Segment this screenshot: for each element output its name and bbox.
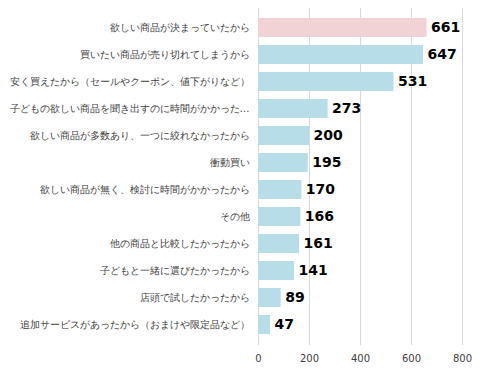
- svg-text:欲しい商品が多数あり、一つに絞れなかったから: 欲しい商品が多数あり、一つに絞れなかったから: [30, 130, 250, 141]
- svg-text:子どもの欲しい商品を聞き出すのに時間がかかった…: 子どもの欲しい商品を聞き出すのに時間がかかった…: [10, 103, 250, 114]
- svg-text:衝動買い: 衝動買い: [210, 157, 250, 168]
- svg-text:欲しい商品が決まっていたから: 欲しい商品が決まっていたから: [110, 22, 250, 33]
- svg-text:273: 273: [332, 100, 361, 116]
- svg-text:買いたい商品が売り切れてしまうから: 買いたい商品が売り切れてしまうから: [80, 49, 250, 60]
- svg-text:600: 600: [402, 353, 421, 364]
- svg-text:170: 170: [306, 181, 335, 197]
- svg-text:89: 89: [285, 289, 304, 305]
- svg-text:店頭で試したかったから: 店頭で試したかったから: [140, 292, 250, 303]
- svg-text:47: 47: [274, 316, 293, 332]
- svg-text:200: 200: [314, 127, 343, 143]
- svg-text:800: 800: [453, 353, 472, 364]
- svg-text:161: 161: [304, 235, 333, 251]
- svg-text:0: 0: [255, 353, 261, 364]
- svg-text:661: 661: [431, 19, 460, 35]
- svg-text:400: 400: [351, 353, 370, 364]
- svg-text:子どもと一緒に選びたかったから: 子どもと一緒に選びたかったから: [100, 265, 250, 276]
- svg-text:追加サービスがあったから（おまけや限定品など）: 追加サービスがあったから（おまけや限定品など）: [20, 319, 250, 330]
- svg-text:141: 141: [298, 262, 327, 278]
- svg-text:195: 195: [312, 154, 341, 170]
- svg-text:欲しい商品が無く、検討に時間がかかったから: 欲しい商品が無く、検討に時間がかかったから: [40, 184, 250, 195]
- svg-text:531: 531: [398, 73, 427, 89]
- svg-text:200: 200: [300, 353, 319, 364]
- svg-text:他の商品と比較したかったから: 他の商品と比較したかったから: [110, 238, 250, 249]
- svg-text:647: 647: [427, 46, 456, 62]
- svg-text:その他: その他: [220, 211, 250, 222]
- svg-text:166: 166: [305, 208, 334, 224]
- svg-text:安く買えたから（セールやクーポン、値下がりなど）: 安く買えたから（セールやクーポン、値下がりなど）: [10, 76, 250, 87]
